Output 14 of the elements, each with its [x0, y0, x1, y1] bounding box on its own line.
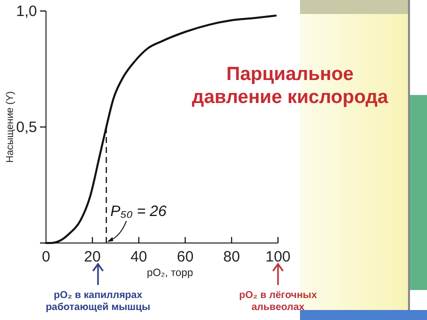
annotation: P₅₀ = 26 — [110, 203, 168, 220]
x-tick-label: 0 — [42, 248, 50, 266]
x-tick-label: 80 — [223, 248, 240, 266]
x-tick-label: 40 — [130, 248, 148, 266]
x-tick-label: 20 — [84, 248, 101, 266]
x-tick-label: 60 — [176, 248, 194, 266]
text: pO₂ в капиллярах работающей мышцы — [46, 290, 150, 313]
y-tick-label: 0,5 — [16, 118, 37, 136]
y-axis-title: Насыщение (Y) — [5, 91, 16, 163]
x-tick-label: 100 — [265, 248, 291, 266]
text: Парциальное давление кислорода — [192, 64, 389, 108]
x-axis-title: pO₂, торр — [146, 267, 194, 279]
text: pO₂ в лёгочных альвеолах — [239, 290, 318, 313]
y-tick-label: 1,0 — [16, 2, 37, 20]
